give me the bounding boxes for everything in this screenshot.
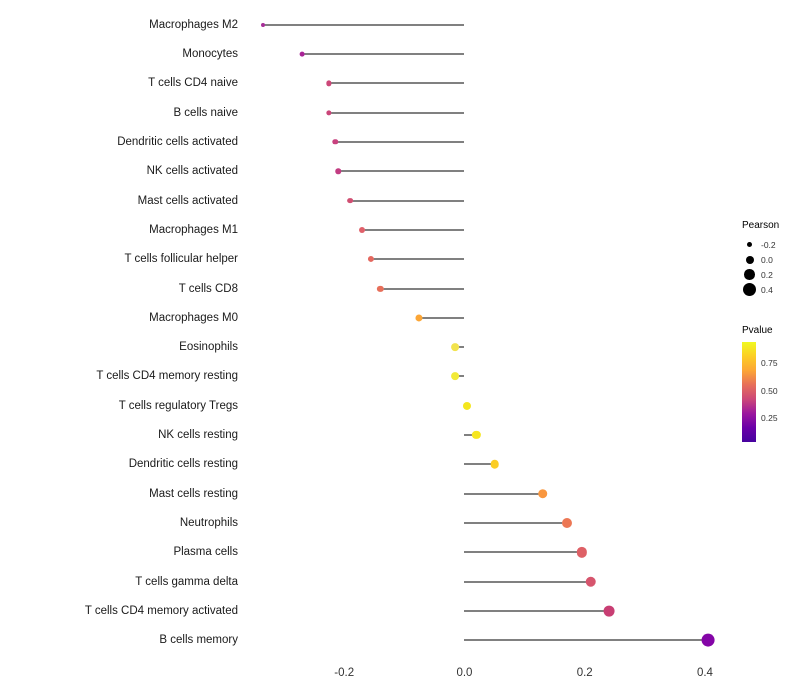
lollipop-stem (362, 229, 465, 231)
lollipop-point (335, 168, 341, 174)
size-legend-label: 0.4 (761, 284, 773, 295)
lollipop-stem (350, 200, 465, 202)
category-label: T cells CD4 naive (148, 77, 238, 90)
category-label: Macrophages M1 (149, 223, 238, 236)
size-legend-entries: -0.2 0.0 0.2 0.4 (742, 237, 800, 297)
lollipop-stem (263, 24, 465, 26)
lollipop-point (472, 430, 481, 440)
x-tick-label: -0.2 (334, 667, 355, 679)
category-label: T cells follicular helper (124, 253, 238, 266)
lollipop-stem (335, 141, 465, 143)
size-legend-dot-box (742, 252, 757, 267)
category-label: Macrophages M2 (149, 18, 238, 31)
color-legend: Pvalue 0.75 0.50 0.25 (742, 325, 800, 442)
category-label: Macrophages M0 (149, 311, 238, 324)
colorbar-wrap: 0.75 0.50 0.25 (742, 342, 800, 442)
size-legend-label: 0.0 (761, 254, 773, 265)
lollipop-point (326, 109, 332, 116)
lollipop-stem (338, 170, 465, 172)
lollipop-point (451, 372, 460, 381)
legend: Pearson -0.2 0.0 0.2 0.4 Pvalue 0.75 0.50 0.2… (742, 220, 800, 442)
colorbar-tick-label: 0.25 (761, 413, 778, 423)
lollipop-point (261, 22, 265, 27)
size-legend-dot (744, 269, 755, 280)
lollipop-point (561, 518, 572, 529)
lollipop-point (463, 401, 472, 410)
category-label: NK cells activated (146, 165, 238, 178)
size-legend-entry: 0.0 (742, 252, 800, 267)
lollipop-stem (464, 581, 591, 583)
size-legend-label: 0.2 (761, 269, 773, 280)
lollipop-point (585, 576, 596, 587)
lollipop-point (701, 633, 715, 647)
size-legend-dot (743, 283, 756, 296)
lollipop-stem (464, 551, 582, 553)
lollipop-point (415, 314, 423, 322)
category-label: Monocytes (182, 47, 238, 60)
lollipop-stem (464, 639, 708, 641)
lollipop-point (377, 285, 384, 292)
category-label: Eosinophils (179, 341, 238, 354)
size-legend-entry: -0.2 (742, 237, 800, 252)
lollipop-point (368, 256, 375, 263)
lollipop-point (326, 80, 332, 86)
lollipop-stem (329, 112, 465, 114)
size-legend-label: -0.2 (761, 239, 776, 250)
colorbar-tick-label: 0.75 (761, 358, 778, 368)
pvalue-colorbar (742, 342, 756, 442)
category-label: Dendritic cells resting (128, 458, 238, 471)
lollipop-stem (464, 493, 543, 495)
category-label: Dendritic cells activated (117, 135, 238, 148)
lollipop-stem (329, 82, 465, 84)
category-label: T cells gamma delta (135, 575, 238, 588)
lollipop-stem (464, 463, 495, 465)
category-label: Neutrophils (179, 517, 238, 530)
size-legend-title: Pearson (742, 220, 780, 231)
color-legend-title: Pvalue (742, 325, 773, 336)
x-tick-label: 0.4 (696, 667, 713, 679)
size-legend-dot (745, 255, 754, 264)
size-legend-dot-box (742, 282, 757, 297)
category-label: B cells memory (159, 634, 238, 647)
lollipop-point (537, 488, 548, 499)
lollipop-stem (380, 288, 465, 290)
lollipop-stem (464, 434, 477, 436)
size-legend: Pearson -0.2 0.0 0.2 0.4 (742, 220, 800, 297)
size-legend-dot-box (742, 267, 757, 282)
category-label: T cells CD4 memory resting (96, 370, 238, 383)
size-legend-dot (746, 241, 753, 248)
colorbar-tick-label: 0.50 (761, 385, 778, 396)
size-legend-entry: 0.4 (742, 282, 800, 297)
lollipop-stem (371, 258, 465, 260)
size-legend-entry: 0.2 (742, 267, 800, 282)
category-label: Mast cells resting (149, 487, 238, 500)
category-label: B cells naive (173, 106, 238, 119)
lollipop-point (603, 605, 615, 617)
x-tick-label: 0.2 (576, 667, 593, 679)
category-label: T cells CD8 (178, 282, 238, 295)
category-label: T cells CD4 memory activated (84, 605, 238, 618)
lollipop-stem (455, 375, 465, 377)
lollipop-point (451, 343, 460, 352)
lollipop-point (332, 139, 338, 145)
lollipop-stem (302, 53, 465, 55)
lollipop-point (299, 51, 305, 57)
lollipop-point (347, 197, 354, 204)
lollipop-stem (455, 346, 465, 348)
category-label: NK cells resting (158, 429, 238, 442)
lollipop-point (490, 460, 499, 469)
category-label: T cells regulatory Tregs (118, 399, 238, 412)
lollipop-point (576, 547, 587, 558)
category-label: Mast cells activated (137, 194, 238, 207)
category-label: Plasma cells (173, 546, 238, 559)
lollipop-point (359, 226, 366, 233)
size-legend-dot-box (742, 237, 757, 252)
lollipop-stem (464, 610, 609, 612)
lollipop-stem (419, 317, 465, 319)
x-tick-label: 0.0 (456, 667, 473, 679)
lollipop-stem (464, 522, 567, 524)
